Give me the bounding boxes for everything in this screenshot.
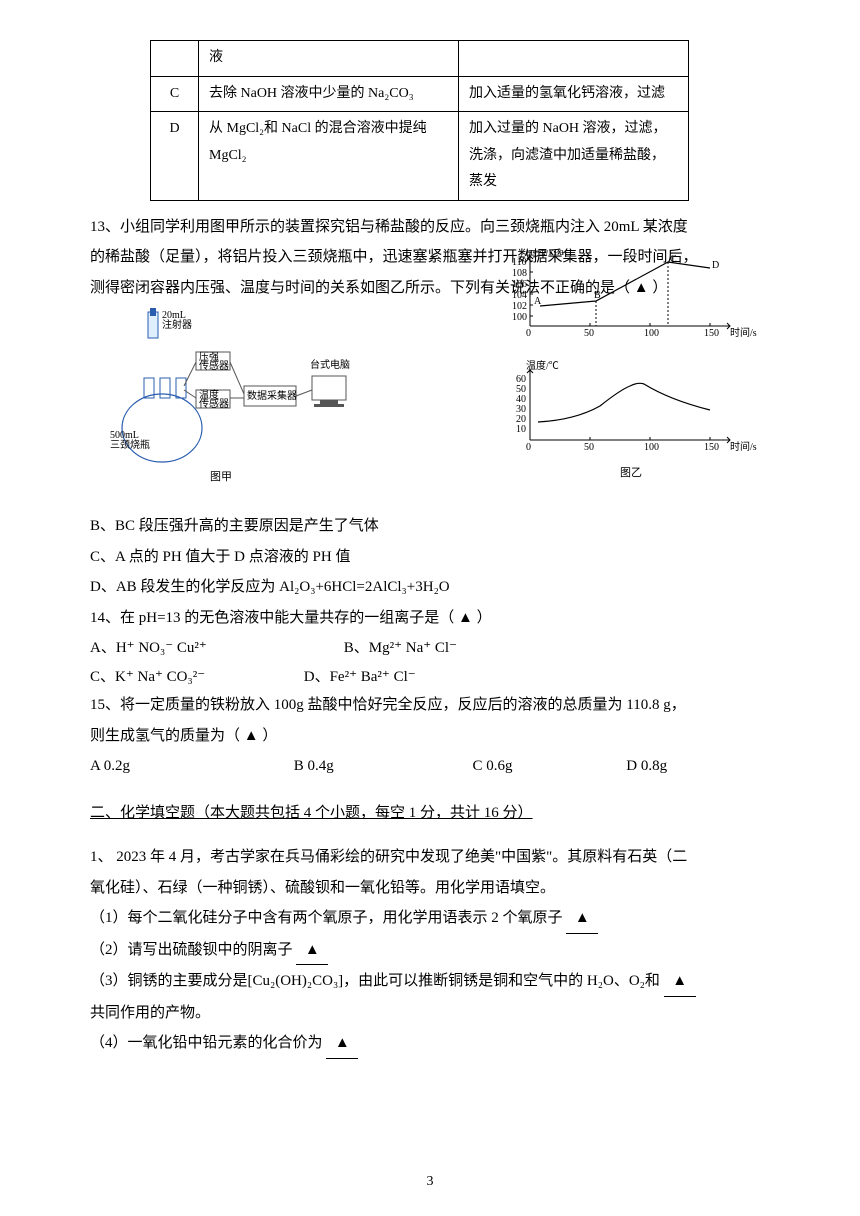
- options-table: 液 C 去除 NaOH 溶液中少量的 Na₂CO₃ 加入适量的氢氧化钙溶液，过滤…: [150, 40, 689, 201]
- svg-text:B: B: [594, 290, 601, 301]
- blank-4: ▲: [326, 1029, 358, 1059]
- fill1-s1: （1）每个二氧化硅分子中含有两个氧原子，用化学用语表示 2 个氧原子 ▲: [90, 904, 770, 934]
- table-row: D 从 MgCl₂和 NaCl 的混合溶液中提纯 MgCl₂ 加入过量的 NaO…: [151, 112, 689, 201]
- syringe-label-2: 注射器: [162, 318, 192, 331]
- svg-text:C: C: [670, 254, 677, 265]
- svg-text:50: 50: [584, 442, 594, 453]
- q15-A: A 0.2g: [90, 752, 290, 781]
- blank-2: ▲: [296, 936, 328, 966]
- fill1-s1-text: （1）每个二氧化硅分子中含有两个氧原子，用化学用语表示 2 个氧原子: [90, 910, 563, 926]
- flask-label-2: 三颈烧瓶: [110, 438, 150, 451]
- q15-options: A 0.2g B 0.4g C 0.6g D 0.8g: [90, 752, 770, 781]
- q13-line1: 13、小组同学利用图甲所示的装置探究铝与稀盐酸的反应。向三颈烧瓶内注入 20mL…: [90, 213, 770, 242]
- cell-method: 加入适量的氢氧化钙溶液，过滤: [459, 76, 689, 112]
- svg-text:10: 10: [516, 424, 526, 435]
- collector-label: 数据采集器: [247, 389, 297, 402]
- figure-charts: 压强/kPa 100 102 104 106 108 110: [500, 250, 760, 498]
- cell-desc: 去除 NaOH 溶液中少量的 Na₂CO₃: [199, 76, 459, 112]
- figure-apparatus: 20mL 注射器 压强 传感器 温度 传感器 数据采集器: [110, 308, 370, 488]
- q15-line1: 15、将一定质量的铁粉放入 100g 盐酸中恰好完全反应，反应后的溶液的总质量为…: [90, 691, 770, 720]
- svg-text:100: 100: [644, 328, 659, 339]
- svg-text:108: 108: [512, 268, 527, 279]
- fill1-s2: （2）请写出硫酸钡中的阴离子 ▲: [90, 936, 770, 966]
- svg-text:50: 50: [516, 384, 526, 395]
- cell-opt: D: [151, 112, 199, 201]
- fill1-s3: （3）铜锈的主要成分是[Cu₂(OH)₂CO₃]，由此可以推断铜锈是铜和空气中的…: [90, 967, 770, 997]
- section-2-title: 二、化学填空题（本大题共包括 4 个小题，每空 1 分，共计 16 分）: [90, 799, 770, 828]
- q13-optB: B、BC 段压强升高的主要原因是产生了气体: [90, 512, 770, 541]
- fig-right-caption: 图乙: [620, 466, 642, 479]
- fill1-s3b: 共同作用的产物。: [90, 999, 770, 1028]
- q14-options-1: A、H⁺ NO₃⁻ Cu²⁺ B、Mg²⁺ Na⁺ Cl⁻: [90, 634, 770, 663]
- top-ylabel: 压强/kPa: [526, 250, 564, 258]
- computer-label: 台式电脑: [310, 358, 350, 371]
- pressure-sensor-label-2: 传感器: [199, 359, 229, 372]
- table-row: 液: [151, 41, 689, 77]
- page-number: 3: [0, 1169, 860, 1196]
- figure-row: 20mL 注射器 压强 传感器 温度 传感器 数据采集器: [90, 308, 770, 508]
- svg-text:150: 150: [704, 442, 719, 453]
- fig-left-caption: 图甲: [210, 470, 232, 483]
- bot-xlabel: 时间/s: [730, 440, 757, 453]
- q14-stem: 14、在 pH=13 的无色溶液中能大量共存的一组离子是（ ▲ ）: [90, 604, 770, 633]
- q15-line2: 则生成氢气的质量为（ ▲ ）: [90, 722, 770, 751]
- q14-C: C、K⁺ Na⁺ CO₃²⁻: [90, 663, 300, 692]
- cell-desc: 从 MgCl₂和 NaCl 的混合溶液中提纯 MgCl₂: [199, 112, 459, 201]
- page-content: 液 C 去除 NaOH 溶液中少量的 Na₂CO₃ 加入适量的氢氧化钙溶液，过滤…: [90, 40, 770, 1059]
- q15-D: D 0.8g: [626, 752, 736, 781]
- cell-desc: 液: [199, 41, 459, 77]
- q13-optD: D、AB 段发生的化学反应为 Al₂O₃+6HCl=2AlCl₃+3H₂O: [90, 573, 770, 602]
- q14-B: B、Mg²⁺ Na⁺ Cl⁻: [344, 634, 457, 663]
- cell-opt: C: [151, 76, 199, 112]
- section-rest: （本大题共包括 4 个小题，每空 1 分，共计 16 分）: [195, 805, 533, 821]
- svg-text:0: 0: [526, 442, 531, 453]
- fill1-s3-text: （3）铜锈的主要成分是[Cu₂(OH)₂CO₃]，由此可以推断铜锈是铜和空气中的…: [90, 973, 660, 989]
- q14-A: A、H⁺ NO₃⁻ Cu²⁺: [90, 634, 340, 663]
- q15-B: B 0.4g: [294, 752, 469, 781]
- fill1-s2-text: （2）请写出硫酸钡中的阴离子: [90, 942, 293, 958]
- svg-text:100: 100: [512, 312, 527, 323]
- svg-text:A: A: [534, 296, 542, 307]
- svg-text:106: 106: [512, 279, 527, 290]
- svg-text:50: 50: [584, 328, 594, 339]
- fill1-line1: 1、 2023 年 4 月，考古学家在兵马俑彩绘的研究中发现了绝美"中国紫"。其…: [90, 843, 770, 872]
- svg-text:100: 100: [644, 442, 659, 453]
- svg-text:104: 104: [512, 290, 527, 301]
- svg-text:40: 40: [516, 394, 526, 405]
- svg-text:D: D: [712, 260, 719, 271]
- blank-1: ▲: [566, 904, 598, 934]
- q14-options-2: C、K⁺ Na⁺ CO₃²⁻ D、Fe²⁺ Ba²⁺ Cl⁻: [90, 663, 770, 692]
- bot-ylabel: 温度/℃: [526, 359, 559, 372]
- svg-text:20: 20: [516, 414, 526, 425]
- svg-text:102: 102: [512, 301, 527, 312]
- blank-3: ▲: [664, 967, 696, 997]
- svg-text:60: 60: [516, 374, 526, 385]
- q14-D: D、Fe²⁺ Ba²⁺ Cl⁻: [304, 663, 416, 692]
- svg-text:0: 0: [526, 328, 531, 339]
- fill1-s4-text: （4）一氧化铅中铅元素的化合价为: [90, 1035, 323, 1051]
- q15-C: C 0.6g: [473, 752, 623, 781]
- table-row: C 去除 NaOH 溶液中少量的 Na₂CO₃ 加入适量的氢氧化钙溶液，过滤: [151, 76, 689, 112]
- svg-text:110: 110: [512, 257, 527, 268]
- q13-optC: C、A 点的 PH 值大于 D 点溶液的 PH 值: [90, 543, 770, 572]
- section-label: 二、化学填空题: [90, 805, 195, 821]
- fill1-s4: （4）一氧化铅中铅元素的化合价为 ▲: [90, 1029, 770, 1059]
- svg-text:150: 150: [704, 328, 719, 339]
- cell-opt: [151, 41, 199, 77]
- cell-method: [459, 41, 689, 77]
- temp-sensor-label-2: 传感器: [199, 397, 229, 410]
- svg-text:30: 30: [516, 404, 526, 415]
- top-xlabel: 时间/s: [730, 326, 757, 339]
- fill1-line2: 氧化硅）、石绿（一种铜锈）、硫酸钡和一氧化铅等。用化学用语填空。: [90, 874, 770, 903]
- cell-method: 加入过量的 NaOH 溶液，过滤，洗涤，向滤渣中加适量稀盐酸，蒸发: [459, 112, 689, 201]
